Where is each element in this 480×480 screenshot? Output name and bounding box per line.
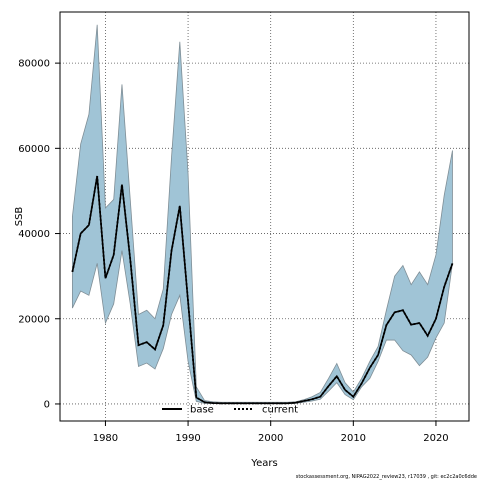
series-lines-layer — [71, 175, 454, 405]
y-axis: 0 20000 40000 60000 80000 — [18, 59, 60, 410]
x-axis-title: Years — [250, 458, 277, 469]
x-tick-label-1980: 1980 — [93, 433, 118, 444]
plot-frame — [59, 11, 470, 422]
x-tick-label-1990: 1990 — [175, 433, 200, 444]
footer-text: stockassessment.org, NIPAG2022_review23,… — [296, 474, 477, 480]
legend: base current — [162, 405, 298, 416]
x-tick-label-2000: 2000 — [258, 433, 283, 444]
x-tick-label-2010: 2010 — [341, 433, 366, 444]
y-tick-label-20000: 20000 — [18, 314, 50, 325]
y-tick-label-60000: 60000 — [18, 144, 50, 155]
x-axis: 1980 1990 2000 2010 2020 — [93, 421, 449, 444]
y-tick-label-0: 0 — [44, 399, 50, 410]
legend-label-current: current — [262, 405, 298, 416]
legend-label-base: base — [190, 405, 214, 416]
y-tick-label-40000: 40000 — [18, 229, 50, 240]
x-tick-label-2020: 2020 — [423, 433, 448, 444]
y-axis-title: SSB — [14, 207, 25, 227]
series-line-base — [71, 175, 454, 405]
y-tick-label-80000: 80000 — [18, 59, 50, 70]
